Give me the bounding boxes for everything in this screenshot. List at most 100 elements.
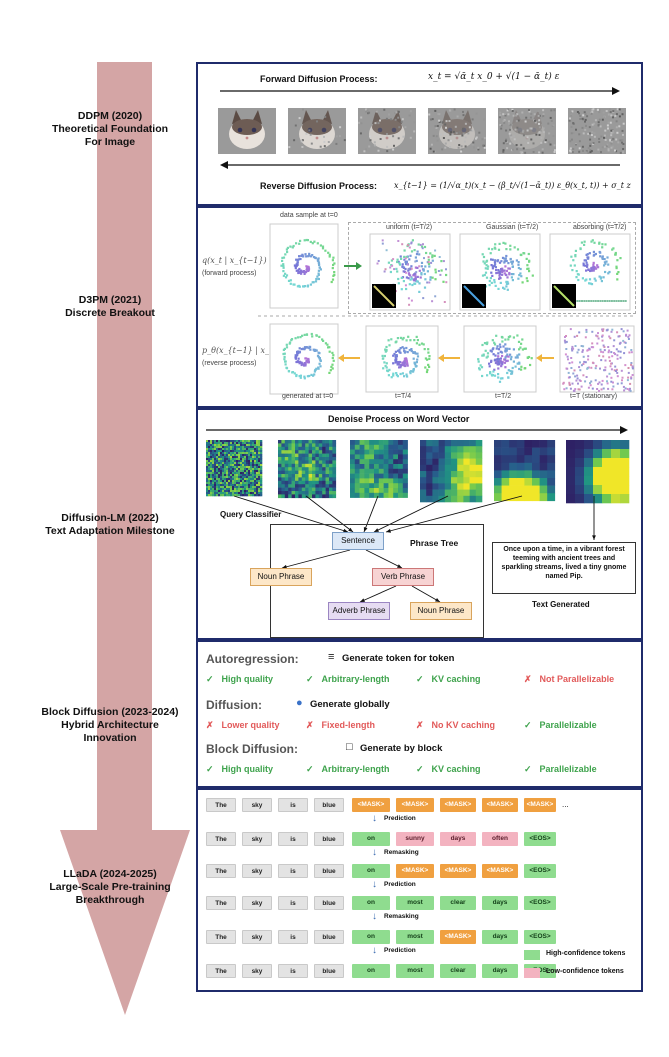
scatter-point bbox=[407, 297, 410, 300]
scatter-point bbox=[505, 259, 508, 263]
scatter-point bbox=[385, 362, 388, 365]
scatter-point bbox=[521, 338, 524, 341]
scatter-point bbox=[483, 262, 486, 265]
scatter-point bbox=[597, 332, 599, 335]
scatter-point bbox=[603, 369, 606, 372]
scatter-point bbox=[504, 242, 507, 245]
scatter-point bbox=[405, 358, 408, 361]
scatter-point bbox=[491, 267, 494, 270]
scatter-point bbox=[319, 268, 322, 271]
scatter-point bbox=[405, 346, 408, 350]
scatter-point bbox=[504, 347, 507, 350]
caption-uniform: uniform (t=T/2) bbox=[386, 224, 433, 231]
scatter-point bbox=[401, 263, 404, 266]
scatter-point bbox=[606, 256, 609, 259]
scatter-point bbox=[629, 389, 632, 392]
scatter-point bbox=[613, 339, 616, 342]
scatter-point bbox=[510, 260, 513, 264]
scatter-point bbox=[615, 265, 618, 268]
scatter-point bbox=[528, 270, 531, 273]
scatter-point bbox=[581, 350, 584, 353]
scatter-point bbox=[414, 352, 417, 355]
d3pm-scatter-figure bbox=[258, 223, 635, 395]
scatter-point bbox=[298, 360, 301, 363]
step-arrow-icon: ↓ bbox=[372, 879, 377, 890]
scatter-point bbox=[497, 362, 501, 365]
check-icon: ✓ bbox=[416, 674, 424, 684]
scatter-point bbox=[286, 246, 289, 249]
scatter-point bbox=[564, 341, 567, 344]
scatter-point bbox=[427, 258, 430, 261]
reverse-process-label: p_θ(x_{t−1} | x_t) bbox=[202, 346, 276, 355]
scatter-point bbox=[497, 355, 500, 358]
scatter-point bbox=[599, 255, 602, 258]
scatter-point bbox=[509, 335, 512, 338]
scatter-point bbox=[319, 365, 322, 368]
scatter-point bbox=[307, 267, 310, 270]
scatter-point bbox=[512, 360, 515, 363]
scatter-point bbox=[397, 361, 400, 364]
scatter-point bbox=[568, 376, 571, 379]
scatter-point bbox=[497, 360, 500, 363]
scatter-point bbox=[620, 382, 623, 385]
scatter-point bbox=[600, 359, 603, 362]
scatter-point bbox=[322, 339, 325, 342]
scatter-point bbox=[505, 282, 508, 285]
scatter-point bbox=[316, 354, 320, 357]
scatter-point bbox=[431, 259, 434, 262]
scatter-point bbox=[617, 350, 620, 353]
scatter-point bbox=[438, 256, 441, 258]
scatter-point bbox=[601, 246, 604, 249]
scatter-point bbox=[304, 253, 307, 256]
scatter-point bbox=[494, 259, 497, 262]
scatter-point bbox=[324, 342, 327, 345]
scatter-point bbox=[584, 259, 587, 262]
scatter-point bbox=[595, 334, 598, 337]
scatter-point bbox=[405, 363, 408, 366]
scatter-point bbox=[413, 339, 416, 342]
scatter-point bbox=[395, 267, 398, 270]
scatter-point bbox=[331, 278, 335, 281]
scatter-point bbox=[389, 266, 392, 269]
scatter-point bbox=[313, 373, 316, 376]
scatter-point bbox=[612, 345, 615, 348]
scatter-point bbox=[584, 264, 587, 267]
scatter-point bbox=[605, 260, 608, 263]
text-generated-label: Text Generated bbox=[532, 600, 590, 609]
scatter-point bbox=[520, 365, 523, 368]
era-subtitle: Text Adaptation Milestone bbox=[45, 525, 175, 537]
scatter-point bbox=[576, 374, 579, 377]
scatter-point bbox=[627, 376, 630, 379]
forward-arrow bbox=[220, 87, 620, 95]
block-diffusion-panel: Autoregression: ≡ Generate token for token… bbox=[196, 640, 643, 788]
generation-mode: Generate by block bbox=[360, 743, 443, 754]
scatter-point bbox=[481, 374, 484, 378]
scatter-point bbox=[500, 260, 503, 263]
scatter-point bbox=[384, 348, 387, 351]
caption-generated: generated at t=0 bbox=[282, 393, 334, 400]
scatter-point bbox=[433, 254, 436, 257]
token: <EOS> bbox=[524, 832, 556, 846]
scatter-point bbox=[496, 358, 499, 361]
scatter-point bbox=[514, 365, 517, 368]
scatter-point bbox=[414, 256, 417, 259]
scatter-point bbox=[402, 347, 406, 350]
scatter-point bbox=[284, 253, 287, 256]
scatter-point bbox=[615, 348, 618, 351]
cat-image bbox=[568, 108, 626, 154]
caption-t-stationary: t=T (stationary) bbox=[570, 393, 618, 400]
scatter-point bbox=[387, 261, 390, 264]
scatter-point bbox=[611, 355, 614, 358]
scatter-point bbox=[305, 268, 308, 271]
scatter-point bbox=[392, 258, 395, 261]
stack-icon: ≡ bbox=[328, 651, 335, 663]
scatter-point bbox=[416, 355, 420, 358]
scatter-point bbox=[282, 264, 285, 267]
scatter-point bbox=[416, 250, 419, 253]
step-label: Remasking bbox=[384, 849, 419, 856]
tree-edge-vp bbox=[365, 549, 403, 569]
scatter-point bbox=[507, 355, 510, 358]
scatter-point bbox=[505, 248, 508, 251]
scatter-point bbox=[518, 362, 521, 365]
scatter-point bbox=[521, 281, 524, 284]
